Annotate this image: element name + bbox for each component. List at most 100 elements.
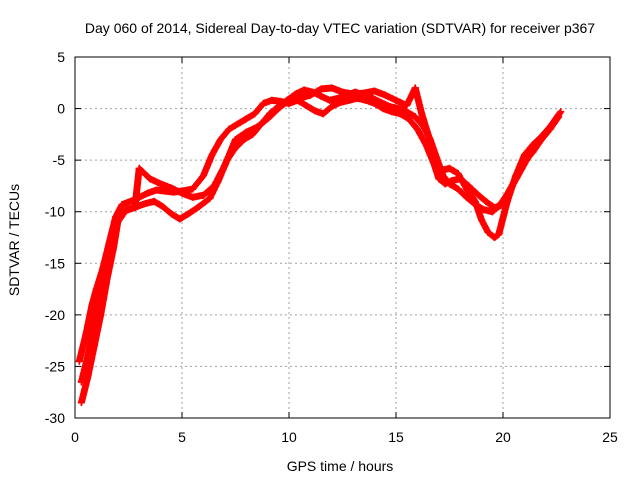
axis-ticks: 0 5 10 15 20 25 -30 -25 -20 -15 -10 -5 0 5 — [45, 49, 618, 445]
y-tick-label: -30 — [45, 410, 65, 426]
data-point — [431, 151, 439, 159]
x-tick-label: 15 — [388, 429, 404, 445]
data-point — [349, 90, 357, 98]
data-point — [411, 84, 419, 92]
data-point — [232, 136, 239, 144]
series-markers — [77, 84, 562, 406]
data-point — [403, 101, 411, 109]
data-point — [118, 200, 126, 208]
data-point — [234, 120, 242, 128]
data-point — [259, 99, 267, 107]
data-point — [446, 180, 453, 188]
data-point — [482, 197, 490, 205]
x-tick-label: 10 — [281, 429, 297, 445]
data-point — [296, 94, 304, 102]
data-point — [84, 373, 92, 381]
data-point — [146, 175, 154, 183]
data-point — [285, 96, 293, 104]
data-point — [484, 228, 492, 236]
data-point — [317, 92, 325, 100]
data-point — [142, 199, 150, 207]
x-tick-label: 25 — [602, 429, 618, 445]
gridlines — [75, 57, 610, 418]
data-point — [242, 128, 250, 136]
data-point — [339, 88, 346, 96]
data-point — [334, 94, 342, 102]
data-point — [114, 218, 122, 226]
data-point — [555, 111, 563, 119]
data-point — [403, 108, 411, 116]
data-point — [446, 164, 453, 172]
data-point — [221, 161, 229, 169]
data-point — [131, 204, 139, 212]
data-point — [381, 91, 389, 99]
data-point — [199, 172, 207, 180]
data-point — [97, 311, 105, 319]
data-point — [300, 86, 308, 94]
data-point — [529, 141, 537, 149]
data-point — [167, 210, 175, 218]
data-point — [503, 197, 511, 205]
data-point — [88, 301, 96, 309]
data-point — [377, 98, 385, 106]
x-tick-label: 0 — [71, 429, 79, 445]
data-point — [463, 193, 471, 201]
data-point — [413, 125, 421, 133]
data-point — [418, 110, 426, 118]
data-point — [463, 185, 471, 193]
data-point — [328, 103, 336, 111]
data-point — [90, 342, 98, 350]
data-point — [328, 84, 336, 92]
data-point — [488, 208, 496, 216]
data-point — [167, 184, 175, 192]
data-point — [311, 107, 319, 115]
data-point — [317, 85, 325, 93]
data-point — [302, 101, 310, 109]
y-tick-label: -5 — [53, 152, 66, 168]
x-tick-label: 5 — [178, 429, 186, 445]
data-point — [208, 151, 216, 159]
data-point — [473, 190, 481, 198]
data-point — [319, 110, 327, 118]
data-point — [77, 399, 85, 407]
data-point — [82, 331, 90, 339]
data-point — [546, 123, 554, 131]
data-point — [538, 132, 546, 140]
data-point — [512, 172, 520, 180]
data-point — [103, 275, 111, 283]
series-track — [75, 94, 565, 365]
y-tick-label: 0 — [57, 101, 65, 117]
data-point — [189, 193, 197, 201]
y-axis-label: SDTVAR / TECUs — [6, 184, 22, 296]
chart-title: Day 060 of 2014, Sidereal Day-to-day VTE… — [85, 20, 595, 36]
y-tick-label: 5 — [57, 49, 65, 65]
data-point — [251, 110, 259, 118]
series-track — [77, 84, 563, 407]
data-point — [189, 185, 197, 193]
data-point — [217, 136, 225, 144]
y-tick-label: -10 — [45, 204, 65, 220]
data-point — [454, 185, 462, 193]
data-point — [195, 203, 203, 211]
data-point — [435, 175, 443, 183]
data-point — [268, 96, 276, 104]
y-tick-label: -20 — [45, 307, 65, 323]
data-point — [495, 203, 503, 211]
data-point — [264, 115, 272, 123]
data-point — [478, 216, 486, 224]
data-point — [368, 94, 376, 102]
y-tick-label: -25 — [45, 358, 65, 374]
data-point — [274, 105, 282, 113]
data-point — [424, 130, 432, 138]
data-point — [371, 87, 379, 95]
data-point — [392, 96, 400, 104]
data-point — [210, 182, 218, 190]
data-point — [306, 91, 314, 99]
y-tick-label: -15 — [45, 255, 65, 271]
data-point — [110, 244, 118, 252]
data-point — [253, 123, 261, 131]
data-point — [471, 197, 479, 205]
data-point — [75, 357, 83, 365]
data-point — [152, 186, 160, 194]
